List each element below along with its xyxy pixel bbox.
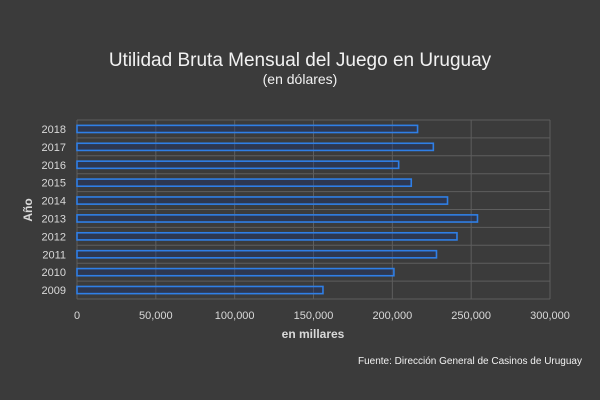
y-tick-label: 2011 (42, 249, 66, 261)
x-tick-label: 300,000 (530, 310, 570, 322)
y-tick-label: 2013 (42, 213, 66, 225)
y-tick-label: 2014 (42, 196, 66, 208)
y-tick-label: 2012 (42, 231, 66, 243)
bar (76, 142, 435, 152)
source-note: Fuente: Dirección General de Casinos de … (358, 356, 582, 367)
chart-subtitle: (en dólares) (263, 71, 338, 87)
y-tick-label: 2016 (42, 160, 66, 172)
x-tick-label: 0 (74, 310, 80, 322)
x-tick-label: 200,000 (372, 310, 412, 322)
chart-title: Utilidad Bruta Mensual del Juego en Urug… (109, 50, 492, 71)
bar (76, 214, 479, 223)
x-tick-label: 150,000 (294, 310, 334, 322)
bar (76, 249, 438, 259)
bar (76, 267, 395, 277)
x-tick-label: 100,000 (215, 310, 255, 322)
y-tick-label: 2009 (42, 285, 66, 297)
y-tick-label: 2018 (42, 124, 66, 136)
x-tick-label: 50,000 (139, 310, 173, 322)
bar (76, 160, 400, 170)
plot-area: 0 50,000 100,000 150,000 200,000 250,000 300,0… (42, 119, 570, 322)
y-axis-title: Año (21, 198, 35, 221)
bar (76, 285, 324, 295)
bar (76, 196, 449, 205)
y-tick-label: 2015 (42, 178, 66, 190)
y-tick-label: 2010 (42, 267, 66, 279)
x-axis-title: en millares (282, 327, 345, 341)
bar (76, 124, 419, 134)
bar (76, 178, 413, 188)
bar (76, 231, 458, 241)
y-tick-label: 2017 (42, 142, 66, 154)
x-tick-label: 250,000 (451, 310, 491, 322)
